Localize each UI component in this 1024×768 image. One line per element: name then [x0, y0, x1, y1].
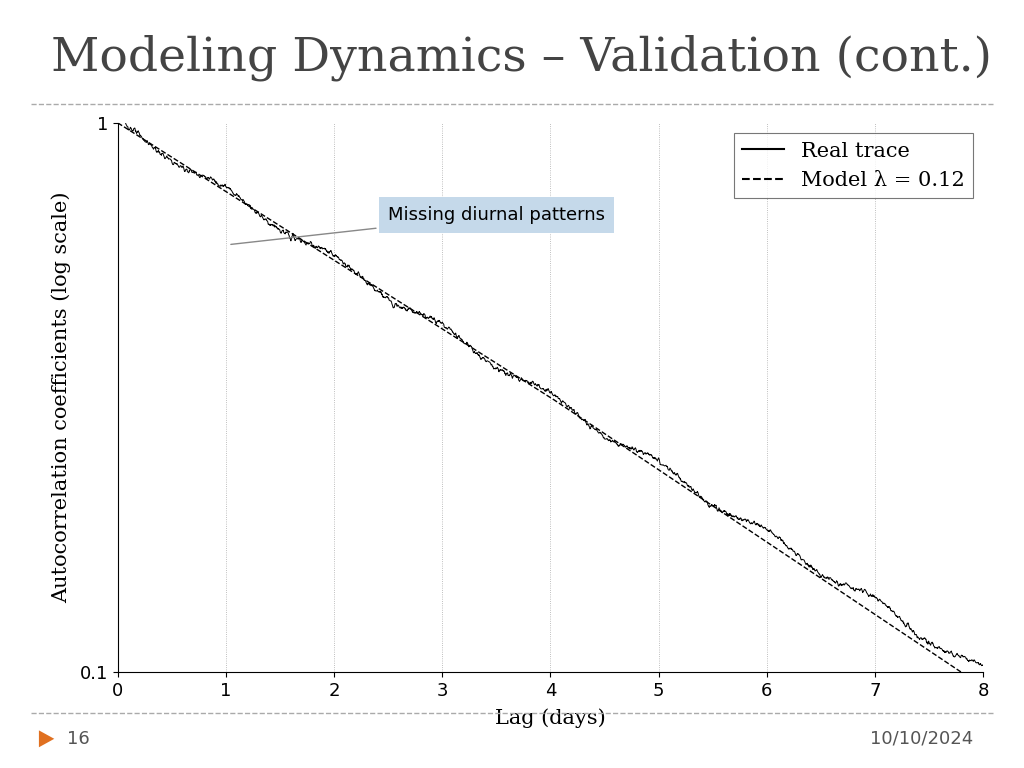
Model λ = 0.12 — [135, 134, 147, 143]
Model λ = 0.12 — [977, 682, 989, 691]
Real trace — [207, 175, 219, 184]
Model λ = 0.12 — [178, 161, 190, 170]
Model λ = 0.12 — [112, 118, 124, 127]
Text: 16: 16 — [67, 730, 89, 748]
Model λ = 0.12 — [207, 178, 219, 187]
Text: Modeling Dynamics – Validation (cont.): Modeling Dynamics – Validation (cont.) — [51, 35, 992, 81]
Model λ = 0.12 — [845, 594, 857, 603]
Real trace — [230, 190, 243, 199]
Real trace — [178, 167, 190, 176]
Real trace — [135, 132, 147, 141]
X-axis label: Lag (days): Lag (days) — [495, 708, 606, 728]
Real trace — [845, 584, 857, 593]
Real trace — [505, 369, 517, 378]
Text: Missing diurnal patterns: Missing diurnal patterns — [230, 206, 605, 244]
Text: 10/10/2024: 10/10/2024 — [870, 730, 974, 748]
Model λ = 0.12 — [230, 194, 243, 203]
Legend: Real trace, Model λ = 0.12: Real trace, Model λ = 0.12 — [734, 134, 973, 198]
Real trace — [112, 114, 124, 123]
Line: Model λ = 0.12: Model λ = 0.12 — [118, 123, 983, 687]
Real trace — [977, 660, 989, 670]
Line: Real trace: Real trace — [118, 118, 983, 666]
Real trace — [976, 661, 988, 670]
Model λ = 0.12 — [505, 368, 517, 377]
Y-axis label: Autocorrelation coefficients (log scale): Autocorrelation coefficients (log scale) — [51, 192, 72, 603]
